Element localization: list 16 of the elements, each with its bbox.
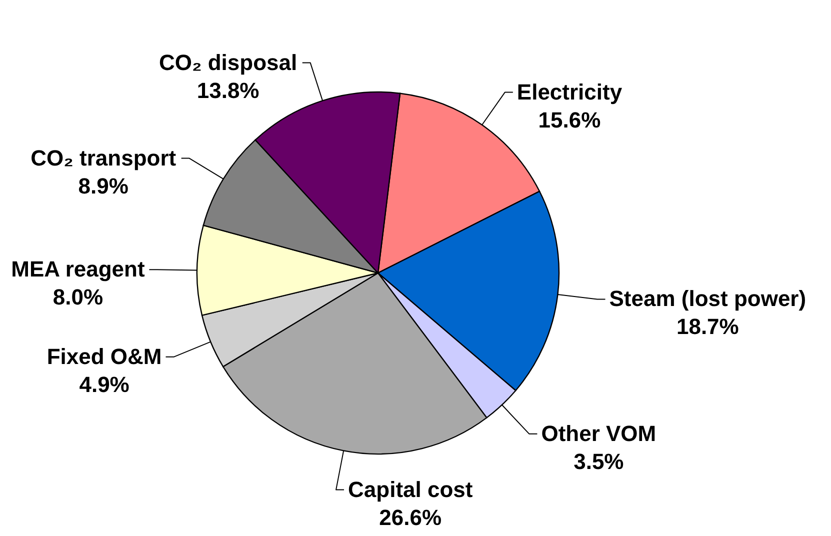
data-label: 4.9%	[79, 372, 130, 397]
slice-label: Capital cost	[348, 476, 474, 502]
slice-label: MEA reagent	[11, 256, 146, 282]
data-label: 8.9%	[78, 173, 128, 198]
slice-label: CO₂ disposal	[158, 50, 298, 75]
data-label: 15.6%	[538, 107, 601, 132]
data-label: 3.5%	[574, 448, 624, 474]
slice-label: Electricity	[516, 79, 623, 104]
slice-label: Fixed O&M	[46, 344, 162, 369]
slice-label: Steam (lost power)	[609, 286, 806, 312]
data-label: 26.6%	[379, 504, 442, 530]
slice-label: Other VOM	[541, 420, 656, 446]
data-label: 18.7%	[676, 314, 739, 340]
data-label: 8.0%	[52, 284, 104, 310]
slice-label: CO₂ transport	[30, 145, 177, 170]
data-label: 13.8%	[196, 78, 260, 103]
